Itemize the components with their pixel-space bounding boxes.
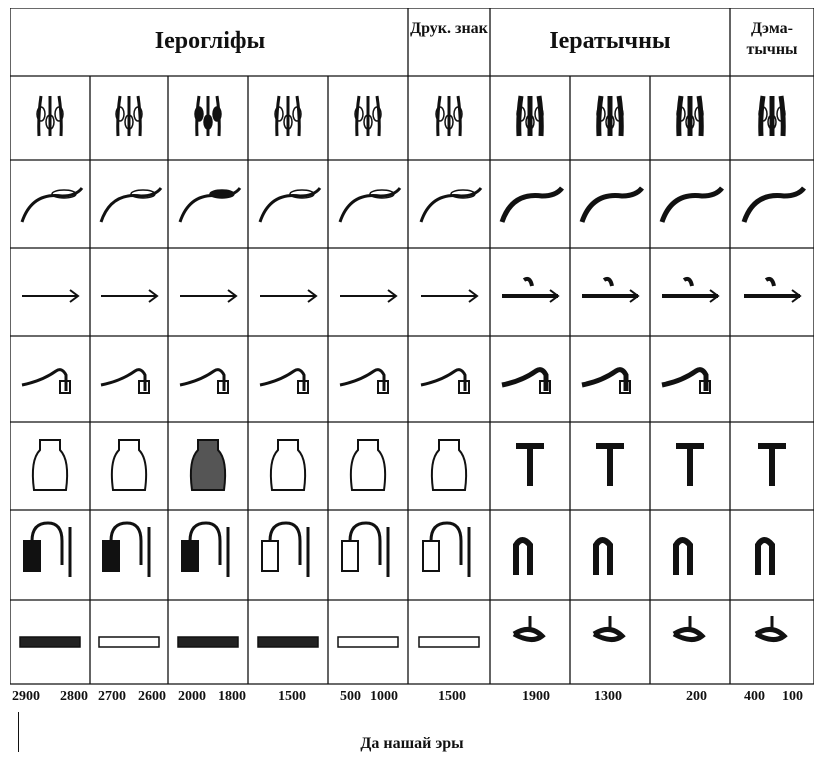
row-ploughs-glyph-5 <box>339 368 389 394</box>
row-hooks-glyph-6 <box>419 187 483 223</box>
row-scribe-kits-glyph-5 <box>341 521 390 577</box>
row-hooks-glyph-5 <box>338 187 402 223</box>
row-arrows-glyph-2 <box>101 289 159 303</box>
row-boards-glyph-1 <box>19 636 81 648</box>
row-vessels-glyph-7 <box>516 443 544 486</box>
date-1000: 1000 <box>370 689 398 704</box>
row-flowers-glyph-7 <box>516 95 544 137</box>
row-vessels-glyph-8 <box>596 443 624 486</box>
row-flowers-glyph-1 <box>36 95 64 137</box>
date-200: 200 <box>686 689 707 704</box>
row-scribe-kits-glyph-7 <box>513 537 533 575</box>
row-arrows-glyph-7 <box>502 276 560 303</box>
row-arrows-glyph-4 <box>260 289 318 303</box>
row-hooks-glyph-8 <box>579 186 644 223</box>
date-100: 100 <box>782 689 803 704</box>
row-scribe-kits-glyph-6 <box>422 521 471 577</box>
date-1300: 1300 <box>594 689 622 704</box>
row-hooks-glyph-2 <box>99 187 163 223</box>
row-hooks-glyph-1 <box>20 187 84 223</box>
row-boards-glyph-4 <box>257 636 319 648</box>
row-boards-glyph-3 <box>177 636 239 648</box>
row-scribe-kits-glyph-8 <box>593 537 613 575</box>
row-vessels-glyph-2 <box>110 439 148 491</box>
row-scribe-kits-glyph-3 <box>181 521 230 577</box>
row-vessels-glyph-4 <box>269 439 307 491</box>
row-boards-glyph-5 <box>337 636 399 648</box>
date-1900: 1900 <box>522 689 550 704</box>
row-vessels-glyph-3 <box>189 439 227 491</box>
row-scribe-kits-glyph-1 <box>23 521 72 577</box>
row-ploughs-glyph-4 <box>259 368 309 394</box>
row-arrows-glyph-5 <box>340 289 398 303</box>
row-ploughs-glyph-3 <box>179 368 229 394</box>
row-hooks-glyph-4 <box>258 187 322 223</box>
row-scribe-kits-glyph-4 <box>261 521 310 577</box>
date-2800: 2800 <box>60 689 88 704</box>
row-flowers-glyph-6 <box>435 95 463 137</box>
row-arrows-glyph-1 <box>22 289 80 303</box>
row-arrows-glyph-9 <box>662 276 720 303</box>
date-2000: 2000 <box>178 689 206 704</box>
row-ploughs-glyph-9 <box>661 367 711 394</box>
date-500: 500 <box>340 689 361 704</box>
row-boards-glyph-9 <box>672 616 706 642</box>
header-demotic: Дэма-тычны <box>746 20 798 58</box>
row-flowers-glyph-3 <box>194 95 222 137</box>
row-hooks-glyph-10 <box>741 186 806 223</box>
row-ploughs-glyph-1 <box>21 368 71 394</box>
row-hooks-glyph-3 <box>178 187 242 223</box>
row-arrows-glyph-6 <box>421 289 479 303</box>
header-print-sign: Друк. знак <box>410 20 488 37</box>
row-flowers-glyph-5 <box>354 95 382 137</box>
row-boards-glyph-6 <box>418 636 480 648</box>
row-scribe-kits-glyph-10 <box>755 537 775 575</box>
row-ploughs-glyph-8 <box>581 367 631 394</box>
row-scribe-kits-glyph-2 <box>102 521 151 577</box>
row-boards-glyph-10 <box>754 616 788 642</box>
era-caption: Да нашай эры <box>360 735 464 752</box>
row-arrows-glyph-10 <box>744 276 802 303</box>
date-2700: 2700 <box>98 689 126 704</box>
row-vessels-glyph-9 <box>676 443 704 486</box>
row-flowers-glyph-4 <box>274 95 302 137</box>
row-vessels-glyph-10 <box>758 443 786 486</box>
row-flowers-glyph-10 <box>758 95 786 137</box>
row-ploughs-glyph-6 <box>420 368 470 394</box>
date-row: 2900 2800 2700 2600 2000 1800 1500 500 1… <box>10 685 814 709</box>
row-boards-glyph-8 <box>592 616 626 642</box>
row-arrows-glyph-8 <box>582 276 640 303</box>
row-vessels-glyph-6 <box>430 439 468 491</box>
date-2900: 2900 <box>12 689 40 704</box>
row-boards-glyph-7 <box>512 616 546 642</box>
date-1500-a: 1500 <box>278 689 306 704</box>
row-flowers-glyph-8 <box>596 95 624 137</box>
row-ploughs-glyph-2 <box>100 368 150 394</box>
row-ploughs-glyph-7 <box>501 367 551 394</box>
row-vessels-glyph-5 <box>349 439 387 491</box>
date-400: 400 <box>744 689 765 704</box>
timeline-tick <box>18 712 19 752</box>
row-hooks-glyph-7 <box>499 186 564 223</box>
row-flowers-glyph-2 <box>115 95 143 137</box>
glyph-table <box>10 8 814 685</box>
row-vessels-glyph-1 <box>31 439 69 491</box>
header-hieratic: Іератычны <box>549 28 671 54</box>
date-2600: 2600 <box>138 689 166 704</box>
row-scribe-kits-glyph-9 <box>673 537 693 575</box>
row-boards-glyph-2 <box>98 636 160 648</box>
row-flowers-glyph-9 <box>676 95 704 137</box>
header-hieroglyphs: Іерогліфы <box>154 28 266 54</box>
row-arrows-glyph-3 <box>180 289 238 303</box>
date-1500-b: 1500 <box>438 689 466 704</box>
row-hooks-glyph-9 <box>659 186 724 223</box>
date-1800: 1800 <box>218 689 246 704</box>
